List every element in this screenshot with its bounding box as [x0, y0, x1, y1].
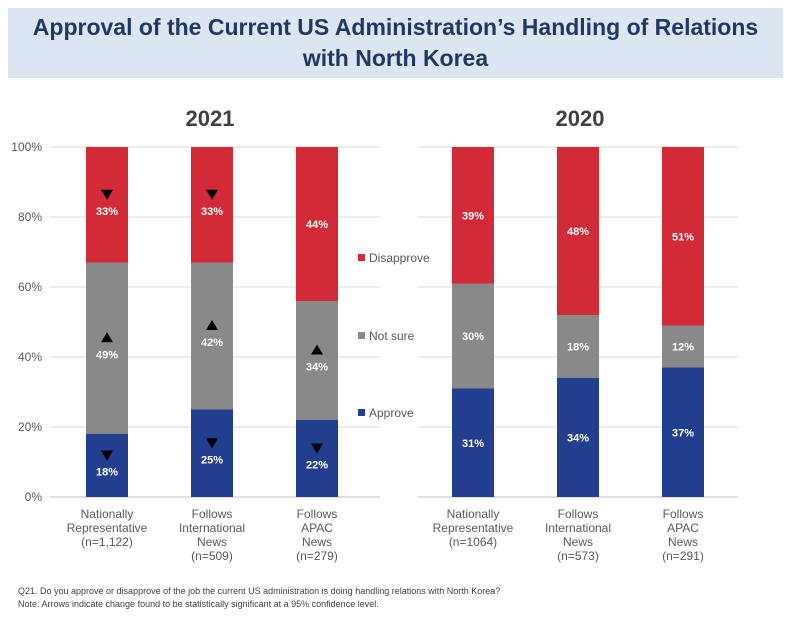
- y-tick-label: 20%: [18, 420, 42, 434]
- arrow-up-icon: [311, 344, 323, 355]
- legend-label: Disapprove: [369, 251, 430, 265]
- legend-swatch: [358, 409, 365, 416]
- x-tick-label: Representative: [67, 521, 148, 535]
- legend-swatch: [358, 254, 365, 261]
- bar-approve: [662, 367, 704, 497]
- x-tick-label: Nationally: [81, 507, 134, 521]
- bar-not-sure: [86, 262, 128, 434]
- x-tick-label: Representative: [433, 521, 514, 535]
- bar-approve: [452, 388, 494, 497]
- x-tick-label: (n=573): [557, 549, 599, 563]
- bar-disapprove: [557, 147, 599, 315]
- x-tick-label: International: [179, 521, 245, 535]
- y-tick-label: 80%: [18, 210, 42, 224]
- y-tick-label: 100%: [11, 140, 42, 154]
- bar-disapprove: [296, 147, 338, 301]
- data-label: 34%: [306, 362, 328, 374]
- legend-swatch: [358, 332, 365, 339]
- data-label: 33%: [201, 206, 223, 218]
- data-label: 37%: [672, 427, 694, 439]
- data-label: 44%: [306, 219, 328, 231]
- data-label: 49%: [96, 349, 118, 361]
- bar-approve: [191, 409, 233, 497]
- x-tick-label: (n=1,122): [81, 535, 133, 549]
- bar-not-sure: [557, 315, 599, 378]
- data-label: 30%: [462, 331, 484, 343]
- bar-not-sure: [296, 301, 338, 420]
- arrow-up-icon: [101, 332, 113, 343]
- x-tick-label: Follows: [192, 507, 233, 521]
- arrow-down-icon: [206, 438, 218, 449]
- data-label: 39%: [462, 210, 484, 222]
- x-tick-label: International: [545, 521, 611, 535]
- y-tick-label: 40%: [18, 350, 42, 364]
- bar-approve: [296, 420, 338, 497]
- bar-not-sure: [662, 325, 704, 368]
- chart-title: Approval of the Current US Administratio…: [32, 14, 759, 71]
- x-tick-label: News: [563, 535, 593, 549]
- x-tick-label: (n=279): [296, 549, 338, 563]
- bar-approve: [557, 378, 599, 497]
- x-tick-label: News: [668, 535, 698, 549]
- data-label: 18%: [567, 342, 589, 354]
- x-tick-label: Follows: [297, 507, 338, 521]
- y-tick-label: 0%: [25, 490, 43, 504]
- x-tick-label: News: [302, 535, 332, 549]
- panel-title: 2020: [556, 106, 605, 131]
- x-tick-label: (n=1064): [449, 535, 497, 549]
- legend-label: Not sure: [369, 329, 415, 343]
- arrow-down-icon: [101, 189, 113, 200]
- bar-approve: [86, 434, 128, 497]
- x-tick-label: Follows: [663, 507, 704, 521]
- title-banner: Approval of the Current US Administratio…: [8, 8, 783, 78]
- data-label: 25%: [201, 454, 223, 466]
- bar-disapprove: [191, 147, 233, 263]
- data-label: 12%: [672, 342, 694, 354]
- data-label: 34%: [567, 433, 589, 445]
- arrow-down-icon: [101, 450, 113, 461]
- bar-not-sure: [191, 262, 233, 410]
- footnote-question: Q21. Do you approve or disapprove of the…: [18, 586, 501, 596]
- x-tick-label: Follows: [558, 507, 599, 521]
- arrow-down-icon: [311, 443, 323, 454]
- x-tick-label: Nationally: [447, 507, 500, 521]
- arrow-down-icon: [206, 189, 218, 200]
- x-tick-label: News: [197, 535, 227, 549]
- bar-disapprove: [86, 147, 128, 263]
- x-tick-label: APAC: [667, 521, 699, 535]
- bar-disapprove: [662, 147, 704, 326]
- bar-not-sure: [452, 283, 494, 389]
- footnote-note: Note: Arrows indicate change found to be…: [18, 599, 379, 609]
- data-label: 48%: [567, 226, 589, 238]
- legend-label: Approve: [369, 406, 414, 420]
- y-tick-label: 60%: [18, 280, 42, 294]
- data-label: 22%: [306, 460, 328, 472]
- x-tick-label: APAC: [301, 521, 333, 535]
- arrow-up-icon: [206, 320, 218, 330]
- data-label: 42%: [201, 337, 223, 349]
- data-label: 51%: [672, 231, 694, 243]
- data-label: 33%: [96, 206, 118, 218]
- data-label: 18%: [96, 467, 118, 479]
- x-tick-label: (n=509): [191, 549, 233, 563]
- x-tick-label: (n=291): [662, 549, 704, 563]
- panel-title: 2021: [186, 106, 235, 131]
- data-label: 31%: [462, 438, 484, 450]
- bar-disapprove: [452, 147, 494, 284]
